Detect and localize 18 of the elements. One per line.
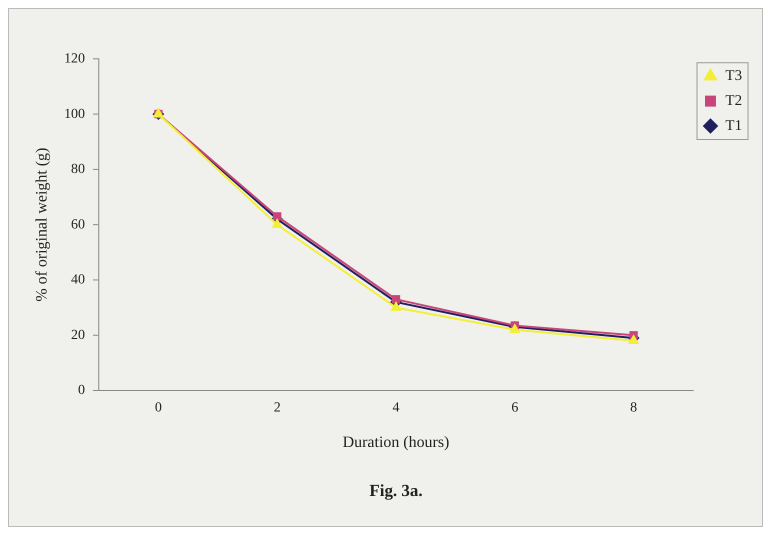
x-tick-label: 6 [511, 400, 518, 416]
y-tick-label: 20 [71, 328, 86, 343]
caption: Fig. 3a. [369, 481, 423, 500]
x-axis-title: Duration (hours) [342, 434, 450, 451]
x-tick-label: 8 [630, 400, 638, 416]
x-tick-label: 2 [274, 400, 281, 416]
legend-label: T2 [725, 93, 742, 110]
y-axis-title: % of original weight (g) [34, 148, 51, 302]
y-tick-label: 60 [71, 217, 86, 232]
x-tick-label: 0 [154, 400, 162, 416]
x-tick-label: 4 [392, 400, 400, 416]
y-tick-label: 100 [64, 106, 86, 122]
y-tick-label: 0 [78, 383, 86, 398]
y-tick-label: 40 [71, 272, 86, 288]
legend-label: T1 [725, 118, 742, 134]
legend-label: T3 [725, 68, 742, 84]
y-tick-label: 80 [71, 162, 86, 178]
y-tick-label: 120 [64, 51, 86, 66]
